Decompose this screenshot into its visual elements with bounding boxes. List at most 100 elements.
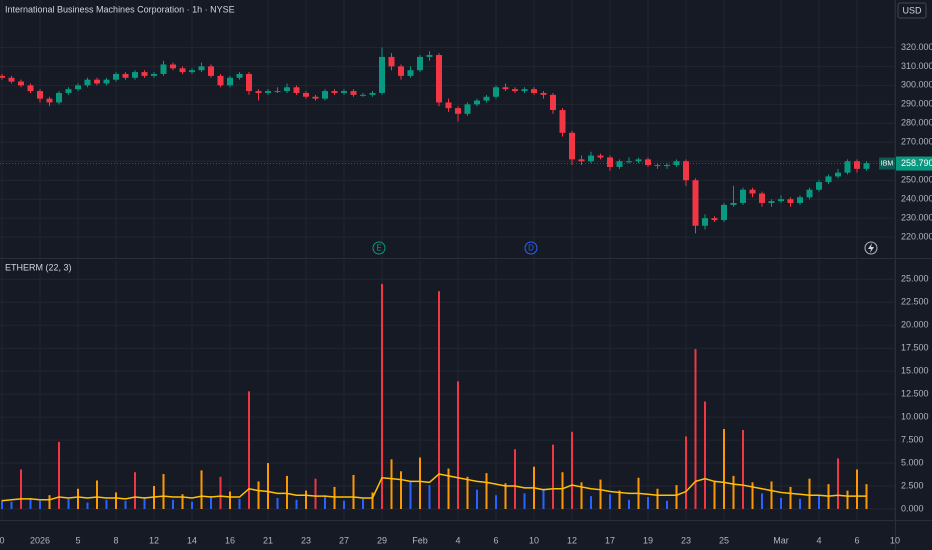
indicator-bar	[428, 485, 431, 509]
y-tick-label: 320.000	[901, 42, 932, 52]
indicator-bar	[219, 476, 222, 509]
indicator-bar	[67, 498, 70, 509]
candle-body	[493, 87, 499, 97]
indicator-bar	[333, 486, 336, 509]
indicator-bar	[191, 501, 193, 509]
candle-body	[787, 199, 794, 203]
candle-body	[0, 75, 5, 78]
indicator-bar	[675, 485, 678, 509]
y-tick-label: 290.000	[901, 99, 932, 109]
indicator-bar	[419, 457, 421, 509]
candle-body	[683, 161, 689, 181]
x-tick-label: Mar	[773, 535, 789, 545]
candle-body	[531, 89, 537, 93]
candle-body	[369, 92, 376, 95]
indicator-bar	[381, 283, 383, 509]
candle-body	[189, 70, 195, 73]
x-tick-label: 23	[301, 535, 311, 545]
event-split[interactable]	[864, 241, 878, 255]
y-tick-label: 230.000	[901, 213, 932, 223]
candle-body	[835, 172, 841, 177]
y-tick-label: 5.000	[901, 457, 924, 467]
candle-body	[692, 180, 699, 226]
candle-body	[702, 218, 708, 226]
candle-body	[255, 91, 262, 93]
indicator-bar	[723, 429, 725, 509]
indicator-bar	[704, 401, 706, 509]
indicator-bar	[172, 499, 174, 509]
indicator-bar	[438, 291, 440, 509]
candle-body	[198, 66, 205, 71]
candle-body	[350, 91, 357, 95]
candle-body	[626, 161, 632, 163]
indicator-bar	[523, 493, 526, 509]
indicator-bar	[257, 481, 260, 509]
candle-body	[312, 96, 319, 99]
candle-body	[597, 155, 604, 158]
candle-body	[721, 204, 727, 221]
event-label: E	[376, 244, 381, 253]
candle-body	[322, 91, 328, 99]
candle-body	[616, 161, 623, 167]
candle-body	[84, 79, 91, 86]
candle-body	[559, 110, 566, 133]
y-tick-label: 22.500	[901, 297, 929, 307]
indicator-bar	[818, 495, 820, 509]
indicator-bar	[770, 481, 773, 509]
indicator-bar	[181, 494, 184, 509]
candle-body	[483, 96, 490, 101]
event-d[interactable]: D	[524, 241, 538, 255]
x-tick-label: 19	[643, 535, 653, 545]
currency-box[interactable]	[897, 2, 927, 19]
indicator-bar	[305, 490, 307, 509]
candle-body	[797, 197, 803, 203]
indicator-bar	[628, 499, 630, 509]
indicator-bar	[571, 431, 573, 509]
indicator-bar	[48, 495, 51, 509]
candle-body	[141, 72, 148, 76]
candle-body	[46, 98, 53, 103]
event-e[interactable]: E	[372, 241, 386, 255]
indicator-bar	[143, 497, 146, 509]
indicator-bar	[542, 488, 545, 509]
candle-body	[56, 92, 62, 103]
candle-body	[464, 104, 471, 114]
y-tick-label: 10.000	[901, 411, 929, 421]
x-tick-label: 4	[816, 535, 821, 545]
indicator-bar	[789, 486, 792, 509]
symbol-box	[879, 157, 895, 170]
indicator-bar	[609, 494, 611, 509]
candle-body	[132, 72, 138, 78]
x-tick-label: 4	[455, 535, 460, 545]
indicator-bar	[210, 496, 212, 509]
candle-body	[455, 108, 461, 114]
event-label: D	[528, 244, 534, 253]
candle-body	[778, 199, 784, 202]
indicator-bar	[200, 470, 203, 509]
candle-body	[436, 55, 442, 103]
candle-body	[341, 91, 347, 93]
indicator-bar	[267, 463, 269, 509]
x-tick-label: 0	[0, 535, 5, 545]
x-tick-label: 29	[377, 535, 387, 545]
candle-body	[635, 159, 642, 162]
candle-body	[122, 73, 129, 78]
indicator-bar	[115, 492, 117, 509]
x-tick-label: 5	[75, 535, 80, 545]
candle-body	[360, 94, 366, 96]
candle-body	[388, 56, 395, 67]
x-tick-label: 17	[605, 535, 615, 545]
x-tick-label: Feb	[412, 535, 428, 545]
y-tick-label: 17.500	[901, 343, 929, 353]
candle-body	[379, 56, 385, 93]
y-tick-label: 220.000	[901, 232, 932, 242]
marks	[0, 47, 895, 509]
indicator-bar	[162, 474, 165, 509]
candle-body	[426, 55, 433, 57]
indicator-bar	[58, 441, 60, 509]
y-tick-label: 0.000	[901, 503, 924, 513]
candle-body	[217, 75, 224, 86]
